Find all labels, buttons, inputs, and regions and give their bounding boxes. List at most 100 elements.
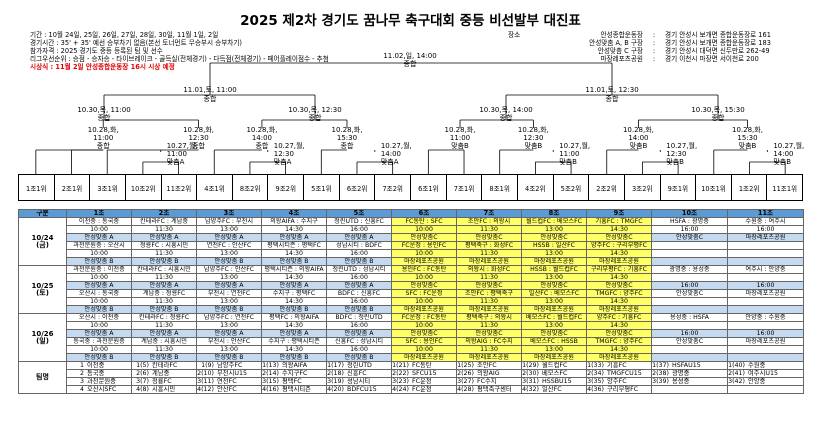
schedule-cell [727,345,804,354]
roster-cell: 4(20) BDFCU15 [326,385,392,394]
roster-team: 구리부평FC [607,386,639,393]
roster-cell: 3(23) FC운정 [391,377,457,386]
seed-cell: 10조1위 [695,175,731,200]
prelim-time: 11:00 [559,150,579,158]
prelim-date: 10.27,월, [167,141,198,150]
schedule-cell: 안성맞춤C [651,337,728,346]
schedule-cell: HSSB : 월드컵FC [521,265,587,274]
schedule-cell: 10:00 [391,321,457,330]
schedule-cell: 안성맞춤C [521,329,587,338]
schedule-cell: 안성맞춤 A [326,281,392,290]
roster-team: 안양중 [748,378,766,385]
roster-number: 4(8) [136,386,149,393]
schedule-cell: 마장레포츠공원 [727,337,804,346]
roster-cell: 4(24) FC운정 [391,385,457,394]
date-label: 10/25 [31,281,54,290]
schedule-cell: 14:30 [261,249,327,258]
seed-cell: 1조2위 [730,175,767,200]
info-awards: 시상식 : 11월 2일 안성종합운동장 16시 시상 예정 [30,63,175,71]
schedule-cell: 마장레포츠공원 [586,353,652,362]
schedule-cell: 계남중 : 청룡FC [131,289,197,298]
roster-number: 3(23) [392,378,410,385]
schedule-cell: 13:00 [196,249,262,258]
schedule-cell: 16:00 [326,225,392,234]
schedule-cell: 14:30 [586,321,652,330]
roster-team: 칸테라FC [152,362,178,369]
roster-number: 2(18) [327,370,345,377]
schedule-cell: 광명중 : 용성중 [651,265,728,274]
schedule-cell: 14:30 [586,345,652,354]
roster-cell: 4(8) 시흥시민 [131,385,197,394]
schedule-cell: 오산시 : 동국중 [66,289,132,298]
venue-address: 경기 안성시 보개면 종합운동장로 183 [665,39,771,47]
schedule-cell: 11:30 [131,321,197,330]
schedule-cell: 마장레포츠공원 [456,353,522,362]
roster-cell: 3(19) 성남시티 [326,377,392,386]
venue-name: 마장레포츠공원 [600,55,643,63]
schedule-cell: 안성맞춤 B [131,305,197,314]
roster-number: 4(12) [197,386,215,393]
roster-team: TMGFCU15 [607,370,642,377]
schedule-cell: 13:00 [196,225,262,234]
seed-cell: 8조2위 [231,175,268,200]
roster-number: 4(20) [327,386,345,393]
roster-number: 1(5) [136,362,149,369]
schedule-cell: 과천문원중 : 오산시 [66,241,132,250]
schedule-cell: 11:30 [456,273,522,282]
roster-number: 2(41) [728,370,746,377]
roster-team: 수원중 [748,362,766,369]
quarterfinal-date: 10.30,목, 12:30 [288,106,341,114]
round16-venue: 종합 [192,141,205,150]
round16-venue: 종합 [97,141,110,150]
venue-row: 장소 안성종합운동장 : 경기 안성시 보개면 종합운동장로 161 [508,31,771,39]
seed-cell: 9조2위 [267,175,303,200]
schedule-cell [727,353,804,362]
seed-cell: 6조2위 [338,175,375,200]
schedule-cell [651,241,728,250]
roster-number: 4(28) [457,386,475,393]
schedule-cell: 안성맞춤C [586,233,652,242]
tournament-info: 기간 : 10월 24일, 25일, 26일, 27일, 28일, 30일, 1… [30,31,329,71]
prelim-venue: 맞춤B [773,157,791,166]
roster-cell: 1(29) 월드컵FC [521,361,587,370]
round16-time: 14:00 [628,134,648,142]
semifinal-venue: 종합 [606,94,619,103]
schedule-cell [651,257,728,266]
roster-team: 광명중 [672,370,690,377]
schedule-header: 9조 [586,209,652,218]
seed-cell: 2조2위 [588,175,624,200]
schedule-cell: 10:00 [66,321,132,330]
schedule-cell: 10:00 [66,297,132,306]
venue-label: 장소 [508,31,521,39]
schedule-cell: HSSB : 일산FC [521,241,587,250]
round16-date: 10.28,화, [183,126,214,134]
venue-name: 안성맞춤 C 구장 [597,47,643,55]
schedule-cell: 10:00 [66,273,132,282]
schedule-cell: 부천시 : 연천FC [196,289,262,298]
group-schedule-table: 구분 1조 2조 3조 4조 5조 6조 7조 8조 9조 10조 11조 10/24 (금) 이천중 : … [18,209,804,394]
roster-team: 시흥시민 [152,386,176,393]
round16-venue: 맞춤B [451,141,469,150]
schedule-cell: 마장레포츠공원 [521,305,587,314]
schedule-cell: 안성맞춤C [521,281,587,290]
schedule-cell: 10:00 [391,273,457,282]
schedule-cell: 14:30 [586,225,652,234]
roster-number: 2(34) [587,370,605,377]
roster-team: 안산FC [217,386,237,393]
roster-cell: 1(9) 남양주FC [196,361,262,370]
schedule-cell: 칸테라FC : 청룡FC [131,313,197,322]
schedule-cell: 10:00 [391,345,457,354]
prelim-venue: 맞춤A [167,157,185,166]
round16-date: 10.28,화, [246,126,277,134]
venue-list: 장소 안성종합운동장 : 경기 안성시 보개면 종합운동장로 161 안성맞춤 … [508,31,771,63]
semifinal-date: 11.01,토, 11:00 [183,86,236,94]
schedule-cell: 수지구 : 평택FC [261,289,327,298]
roster-number: 2(26) [457,370,475,377]
schedule-cell [727,297,804,306]
schedule-cell: 청린UTD : 신흥FC [326,217,392,226]
roster-team: 평택FC [282,378,302,385]
schedule-cell: 안성맞춤C [521,233,587,242]
prelim-time: 12:30 [274,150,294,158]
roster-number: 2 [79,370,84,377]
roster-cell: 1(5) 칸테라FC [131,361,197,370]
